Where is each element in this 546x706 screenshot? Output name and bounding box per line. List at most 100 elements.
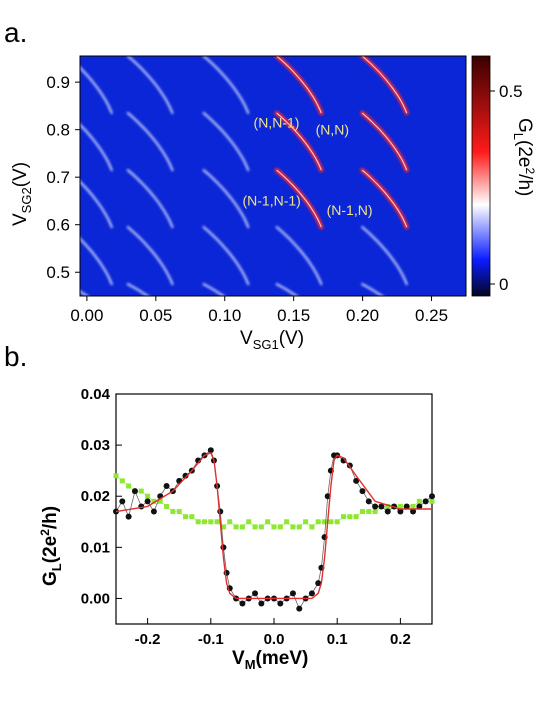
- conductance-y-tick-label: 0.00: [81, 590, 110, 607]
- conductance-xlabel-unit: (meV): [256, 648, 309, 669]
- heatmap-y-ticks: 0.5 0.6 0.7 0.8 0.9: [46, 73, 80, 282]
- panel-b-letter: b.: [4, 341, 27, 372]
- heatmap-y-tick-label: 0.7: [46, 168, 70, 187]
- green-series-point: [176, 509, 182, 515]
- black-series-point: [277, 600, 284, 607]
- green-series-point: [208, 519, 214, 525]
- heatmap-x-tick-label: 0.05: [139, 306, 172, 325]
- heatmap-y-tick-label: 0.5: [46, 263, 70, 282]
- conductance-y-tick-label: 0.01: [81, 539, 110, 556]
- black-series-point: [365, 498, 372, 505]
- heatmap-resonance-line: [202, 111, 250, 172]
- colorbar-tick-label-0: 0: [499, 275, 508, 294]
- heatmap-resonance-line: [126, 111, 174, 172]
- heatmap-annotation: (N,N): [316, 121, 349, 137]
- black-series-point: [119, 498, 126, 505]
- black-series-point: [359, 488, 366, 495]
- heatmap-annotations: (N,N-1) (N,N) (N-1,N-1) (N-1,N): [243, 114, 373, 218]
- green-series-point: [284, 519, 290, 525]
- conductance-y-tick-label: 0.02: [81, 488, 110, 505]
- green-series-point: [258, 524, 264, 530]
- green-series-point: [277, 524, 283, 530]
- heatmap-ylabel-sub: SG2: [19, 187, 34, 213]
- heatmap-xlabel-main: V: [240, 328, 253, 349]
- conductance-xlabel-sub: M: [245, 657, 256, 672]
- heatmap-resonance-line: [361, 283, 384, 296]
- green-series-point: [233, 524, 239, 530]
- green-series-point: [372, 509, 378, 515]
- colorbar-label-sup: 2: [523, 167, 537, 174]
- green-series-point: [252, 524, 258, 530]
- conductance-x-tick-label: 0.2: [390, 631, 411, 648]
- heatmap-resonance-line: [202, 283, 226, 296]
- colorbar-gradient: [471, 55, 491, 297]
- green-series-point: [239, 524, 245, 530]
- black-series-point: [429, 493, 435, 500]
- heatmap-resonance-line: [80, 237, 113, 286]
- conductance-x-axis-label: VM(meV): [232, 648, 308, 672]
- conductance-x-tick-label: -0.2: [135, 631, 161, 648]
- heatmap-resonance-line: [202, 226, 250, 286]
- green-series-point: [315, 519, 321, 525]
- black-series-point: [220, 544, 227, 551]
- conductance-ylabel-sup: 2: [38, 529, 52, 536]
- green-series-point: [220, 524, 226, 530]
- colorbar-label-unit: (2e: [514, 140, 535, 167]
- green-series-point: [347, 514, 353, 520]
- green-series-point: [290, 524, 296, 530]
- heatmap-ylabel-unit: (V): [10, 162, 31, 187]
- black-series-point: [258, 600, 265, 607]
- black-series-point: [397, 508, 404, 515]
- green-series-point: [366, 509, 372, 515]
- black-series-point: [308, 590, 315, 597]
- heatmap-resonance-line: [126, 226, 174, 286]
- heatmap-resonance-core: [276, 169, 322, 228]
- conductance-plot: -0.2 -0.1 0.0 0.1 0.2 0.00 0.01 0.02 0.03 0.04 VM…: [38, 386, 435, 672]
- green-series-point: [397, 503, 403, 509]
- heatmap-x-tick-label: 0.00: [70, 306, 103, 325]
- heatmap-xlabel-unit: (V): [279, 328, 304, 349]
- heatmap-resonance-line: [275, 283, 299, 296]
- black-series-point: [384, 508, 391, 515]
- colorbar: 0.5 0 GL(2e2/h): [471, 55, 537, 297]
- black-series-point: [163, 483, 170, 489]
- green-series-point: [157, 498, 163, 504]
- black-series-point: [207, 447, 214, 454]
- heatmap-resonance-core: [361, 56, 408, 114]
- green-series-point: [296, 524, 302, 530]
- heatmap-resonances: [80, 56, 409, 296]
- green-series-point: [385, 503, 391, 509]
- black-series-point: [378, 503, 385, 510]
- conductance-ylabel-tail: /h): [40, 506, 61, 529]
- conductance-y-axis-label: GL(2e2/h): [38, 506, 64, 586]
- fit-curve: [115, 451, 432, 600]
- green-series-point: [214, 519, 220, 525]
- conductance-ylabel-unit: (2e: [40, 536, 61, 563]
- colorbar-label: GL(2e2/h): [511, 118, 537, 196]
- black-series-point: [296, 605, 303, 612]
- heatmap-background: [80, 56, 466, 296]
- heatmap-plot: (N,N-1) (N,N) (N-1,N-1) (N-1,N) 0.00 0.05 0.1…: [10, 55, 467, 352]
- heatmap-resonance-line: [80, 123, 113, 172]
- heatmap-resonance-line: [126, 283, 150, 296]
- green-series-point: [246, 519, 252, 525]
- heatmap-resonance-line: [80, 180, 113, 229]
- green-series-point: [126, 483, 132, 489]
- colorbar-label-tail: /h): [514, 174, 535, 196]
- black-series-point: [239, 600, 246, 607]
- heatmap-x-tick-label: 0.10: [208, 306, 241, 325]
- black-series-point: [182, 472, 189, 479]
- conductance-series: [113, 447, 435, 612]
- green-series-point: [429, 498, 435, 504]
- heatmap-x-ticks: 0.00 0.05 0.10 0.15 0.20 0.25: [70, 296, 448, 325]
- green-series-point: [151, 498, 157, 504]
- heatmap-resonance-core: [361, 112, 408, 171]
- green-series-point: [138, 488, 144, 494]
- heatmap-resonance-line: [126, 169, 174, 229]
- green-series-point: [353, 514, 359, 520]
- black-series-point: [125, 513, 132, 520]
- black-series-point: [410, 508, 417, 515]
- black-series-point: [315, 580, 322, 587]
- green-series-point: [341, 514, 347, 520]
